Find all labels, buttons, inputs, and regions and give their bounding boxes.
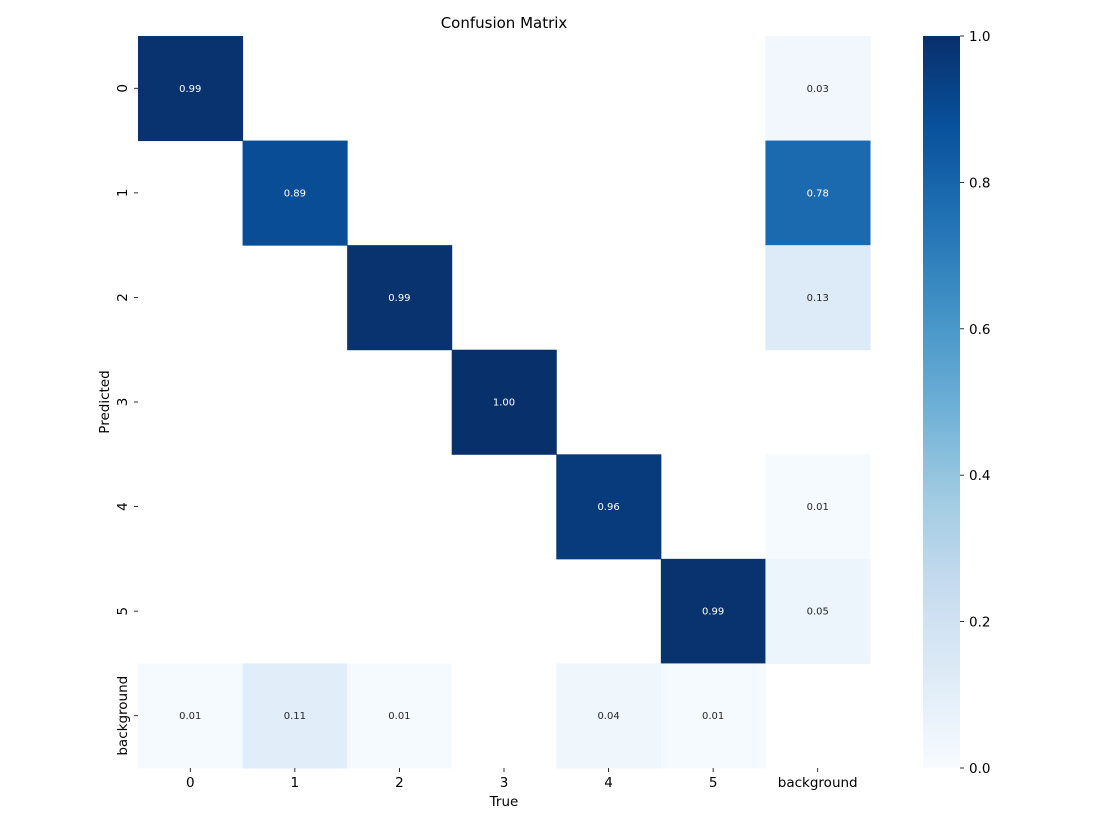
heatmap-cell bbox=[765, 454, 871, 560]
colorbar-tick-label: 0.2 bbox=[969, 615, 990, 631]
x-axis-ticks: 0 1 2 3 4 5 background bbox=[186, 768, 858, 791]
cell-value-label: 0.96 bbox=[597, 502, 619, 513]
cell-value-label: 0.99 bbox=[388, 293, 410, 304]
cell-value-label: 0.78 bbox=[807, 188, 829, 199]
heatmap-cell bbox=[138, 663, 244, 769]
heatmap-cell bbox=[765, 140, 871, 246]
heatmap-cell bbox=[451, 349, 557, 455]
cell-value-label: 0.13 bbox=[807, 293, 829, 304]
cell-value-label: 0.99 bbox=[702, 607, 724, 618]
y-tick-label: background bbox=[115, 676, 131, 756]
heatmap-cell bbox=[556, 663, 662, 769]
cell-value-label: 0.01 bbox=[179, 711, 201, 722]
colorbar-tick-label: 0.6 bbox=[969, 322, 990, 338]
x-tick-label: 0 bbox=[186, 775, 195, 791]
heatmap-cell bbox=[347, 663, 453, 769]
heatmap-cell bbox=[765, 245, 871, 351]
heatmap-cell bbox=[556, 454, 662, 560]
cell-value-label: 0.99 bbox=[179, 84, 201, 95]
cell-value-label: 0.11 bbox=[284, 711, 306, 722]
y-tick-label: 5 bbox=[115, 607, 131, 616]
cell-value-label: 0.03 bbox=[807, 84, 829, 95]
colorbar-tick-label: 0.4 bbox=[969, 468, 990, 484]
cell-value-label: 0.89 bbox=[284, 188, 306, 199]
colorbar bbox=[923, 36, 960, 768]
x-tick-label: 2 bbox=[395, 775, 404, 791]
y-tick-label: 4 bbox=[115, 502, 131, 511]
heatmap-cell bbox=[138, 36, 244, 142]
cell-value-label: 0.05 bbox=[807, 607, 829, 618]
colorbar-ticks: 0.0 0.2 0.4 0.6 0.8 1.0 bbox=[960, 29, 990, 777]
cell-value-label: 0.04 bbox=[597, 711, 619, 722]
x-tick-label: background bbox=[778, 775, 858, 791]
heatmap-cell bbox=[765, 558, 871, 664]
cell-value-label: 0.01 bbox=[807, 502, 829, 513]
heatmap-cell bbox=[765, 36, 871, 142]
cell-value-label: 1.00 bbox=[493, 398, 515, 409]
colorbar-tick-label: 0.8 bbox=[969, 175, 990, 191]
cell-value-label: 0.01 bbox=[702, 711, 724, 722]
y-tick-label: 1 bbox=[115, 189, 131, 198]
x-tick-label: 4 bbox=[604, 775, 613, 791]
y-tick-label: 0 bbox=[115, 84, 131, 93]
heatmap-cell bbox=[660, 558, 766, 664]
y-tick-label: 3 bbox=[115, 398, 131, 407]
x-tick-label: 5 bbox=[709, 775, 718, 791]
chart-title: Confusion Matrix bbox=[441, 14, 568, 32]
x-tick-label: 3 bbox=[500, 775, 509, 791]
cell-value-label: 0.01 bbox=[388, 711, 410, 722]
heatmap-cell bbox=[242, 663, 348, 769]
heatmap-cell bbox=[660, 663, 766, 769]
y-tick-label: 2 bbox=[115, 293, 131, 302]
x-tick-label: 1 bbox=[291, 775, 300, 791]
y-axis-ticks: 0 1 2 3 4 5 background bbox=[115, 84, 138, 756]
heatmap-cell bbox=[347, 245, 453, 351]
colorbar-tick-label: 0.0 bbox=[969, 761, 990, 777]
heatmap-cells: 0.99 0.03 0.89 0.78 0.99 0.13 1.00 0.96 0.01 0.99… bbox=[138, 36, 871, 769]
x-axis-label: True bbox=[489, 794, 519, 810]
heatmap-cell bbox=[242, 140, 348, 246]
y-axis-label: Predicted bbox=[97, 370, 113, 433]
colorbar-tick-label: 1.0 bbox=[969, 29, 990, 45]
